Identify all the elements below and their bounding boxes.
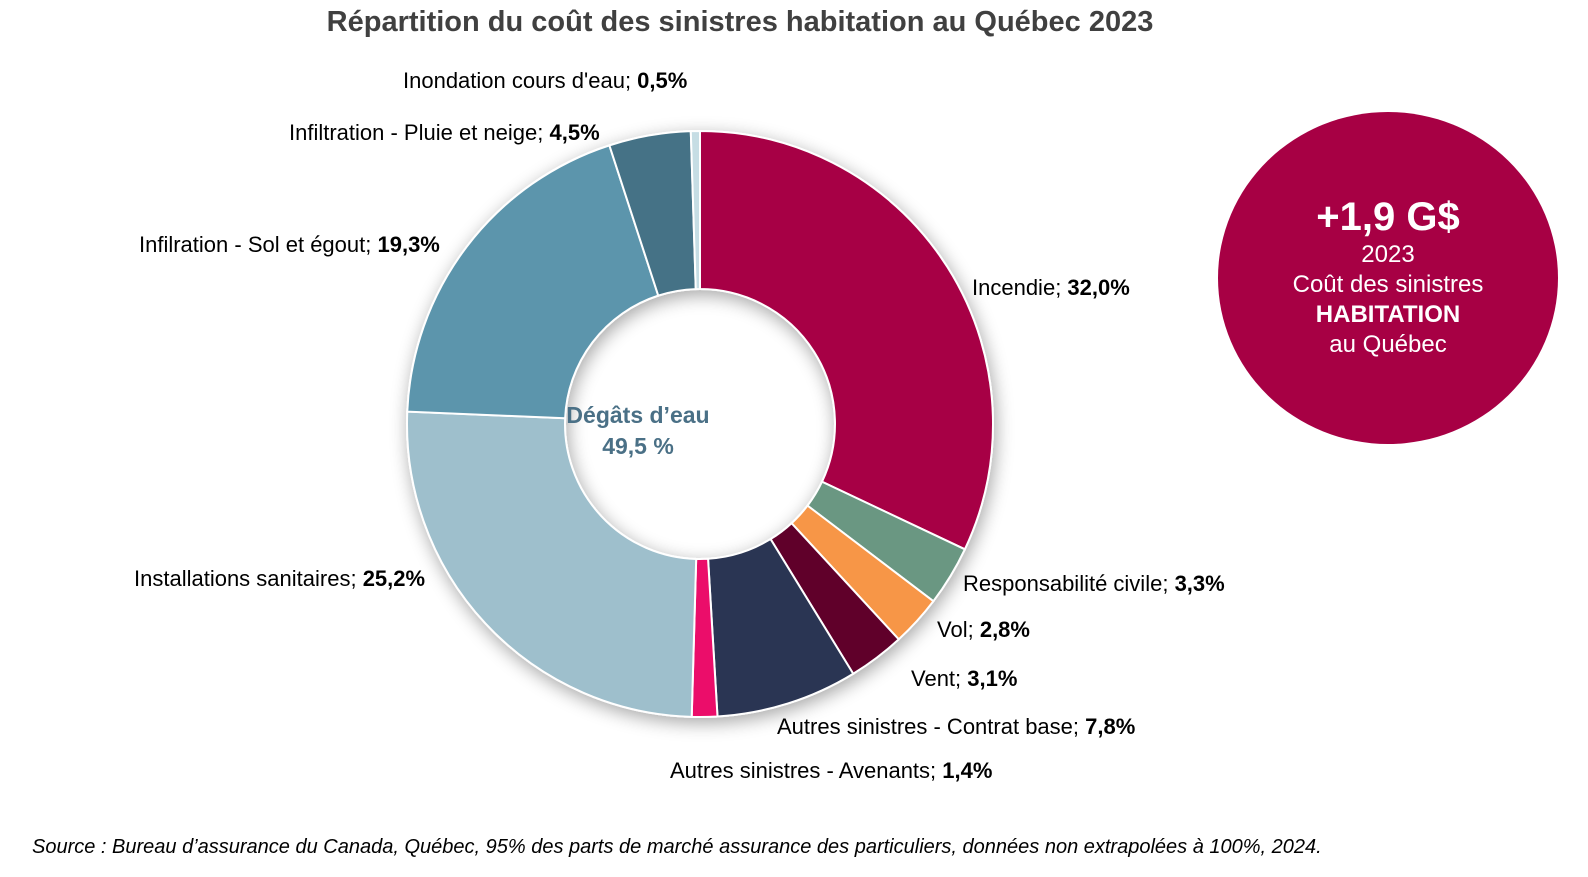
label-vent: Vent; 3,1%: [911, 666, 1018, 691]
label-value: 3,1%: [967, 666, 1018, 691]
label-text: Vent: [911, 666, 956, 691]
chart-title: Répartition du coût des sinistres habita…: [326, 6, 1154, 38]
center-label-title: Dégâts d’eau: [566, 402, 710, 428]
label-value: 25,2%: [362, 566, 426, 591]
label-responsabilite-civile: Responsabilité civile; 3,3%: [963, 571, 1225, 596]
label-installations-sanitaires: Installations sanitaires; 25,2%: [134, 566, 426, 591]
label-text: Autres sinistres - Avenants: [670, 758, 931, 783]
label-incendie: Incendie; 32,0%: [972, 275, 1130, 300]
label-infiltration-pluie: Infiltration - Pluie et neige; 4,5%: [289, 120, 600, 145]
slice-inondation-cours-d-eau: [689, 129, 701, 291]
slice-infilration-sol-et-gout: [406, 144, 660, 420]
label-text: Infiltration - Pluie et neige: [289, 120, 538, 145]
slice-incendie: [699, 129, 994, 551]
label-text: Vol: [937, 617, 968, 642]
center-label-value: 49,5 %: [602, 433, 674, 459]
label-value: 1,4%: [942, 758, 993, 783]
label-text: Responsabilité civile: [963, 571, 1163, 596]
label-text: Incendie: [972, 275, 1056, 300]
label-text: Inondation cours d'eau: [403, 68, 625, 93]
label-text: Infilration - Sol et égout: [139, 232, 366, 257]
label-inondation: Inondation cours d'eau; 0,5%: [403, 68, 688, 93]
badge-line3: au Québec: [1329, 331, 1447, 358]
badge-line2: HABITATION: [1315, 301, 1461, 328]
label-autres-avenants: Autres sinistres - Avenants; 1,4%: [670, 758, 993, 783]
badge-year: 2023: [1361, 241, 1415, 268]
label-value: 2,8%: [979, 617, 1030, 642]
water-damage-total: Dégâts d’eau 49,5 %: [538, 400, 738, 462]
label-text: Autres sinistres - Contrat base: [777, 714, 1073, 739]
label-text: Installations sanitaires: [134, 566, 351, 591]
label-value: 7,8%: [1085, 714, 1136, 739]
label-value: 19,3%: [377, 232, 440, 257]
label-value: 32,0%: [1067, 275, 1130, 300]
label-vol: Vol; 2,8%: [937, 617, 1030, 642]
total-cost-badge: +1,9 G$ 2023 Coût des sinistres HABITATI…: [1218, 112, 1558, 444]
slice-installations-sanitaires: [406, 410, 698, 718]
label-value: 0,5%: [637, 68, 688, 93]
label-value: 3,3%: [1174, 571, 1225, 596]
badge-line1: Coût des sinistres: [1292, 271, 1484, 298]
label-autres-contrat-base: Autres sinistres - Contrat base; 7,8%: [777, 714, 1136, 739]
label-value: 4,5%: [549, 120, 600, 145]
source-note: Source : Bureau d’assurance du Canada, Q…: [32, 836, 1322, 858]
label-infiltration-sol: Infilration - Sol et égout; 19,3%: [139, 232, 440, 257]
badge-amount: +1,9 G$: [1316, 195, 1460, 239]
